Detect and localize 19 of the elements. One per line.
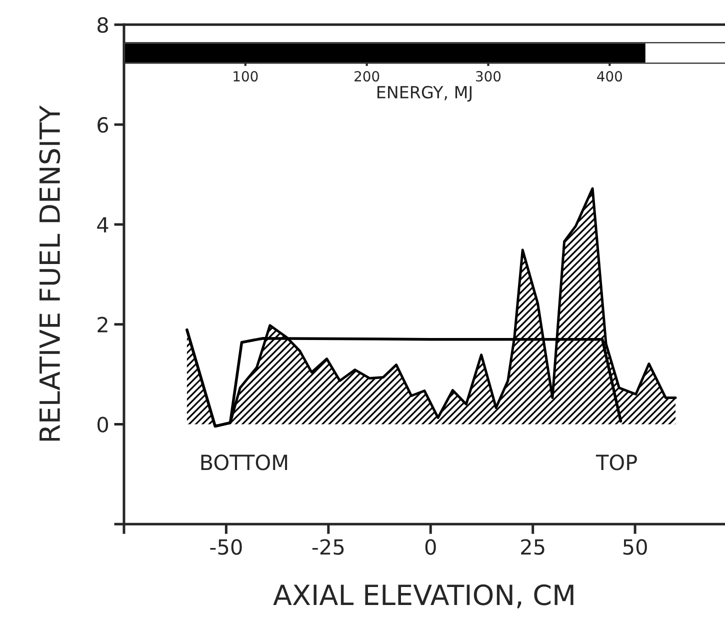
x-axis-title: AXIAL ELEVATION, CM (273, 584, 574, 608)
x-tick-label: 400 (597, 71, 622, 82)
x-tick-label: -50 (210, 539, 242, 555)
y-tick-label: 6 (98, 117, 108, 133)
x-tick-label: 0 (425, 539, 436, 555)
y-axis-title: RELATIVE FUEL DENSITY (39, 105, 60, 441)
x-tick-label: 25 (521, 539, 544, 555)
y-tick-label: 8 (98, 17, 108, 33)
annotation: BOTTOM (201, 454, 288, 470)
x-axis-title: ENERGY, MJ (377, 86, 472, 102)
y-tick-label: 4 (97, 217, 108, 232)
x-tick-label: 300 (476, 71, 501, 82)
x-tick-label: 100 (234, 71, 258, 82)
annotation: TOP (596, 454, 637, 470)
x-tick-label: 50 (623, 539, 647, 555)
y-tick-label: 2 (98, 316, 108, 332)
x-tick-label: -25 (312, 539, 344, 555)
y-tick-label: 0 (98, 416, 108, 432)
x-tick-label: 200 (354, 71, 380, 82)
